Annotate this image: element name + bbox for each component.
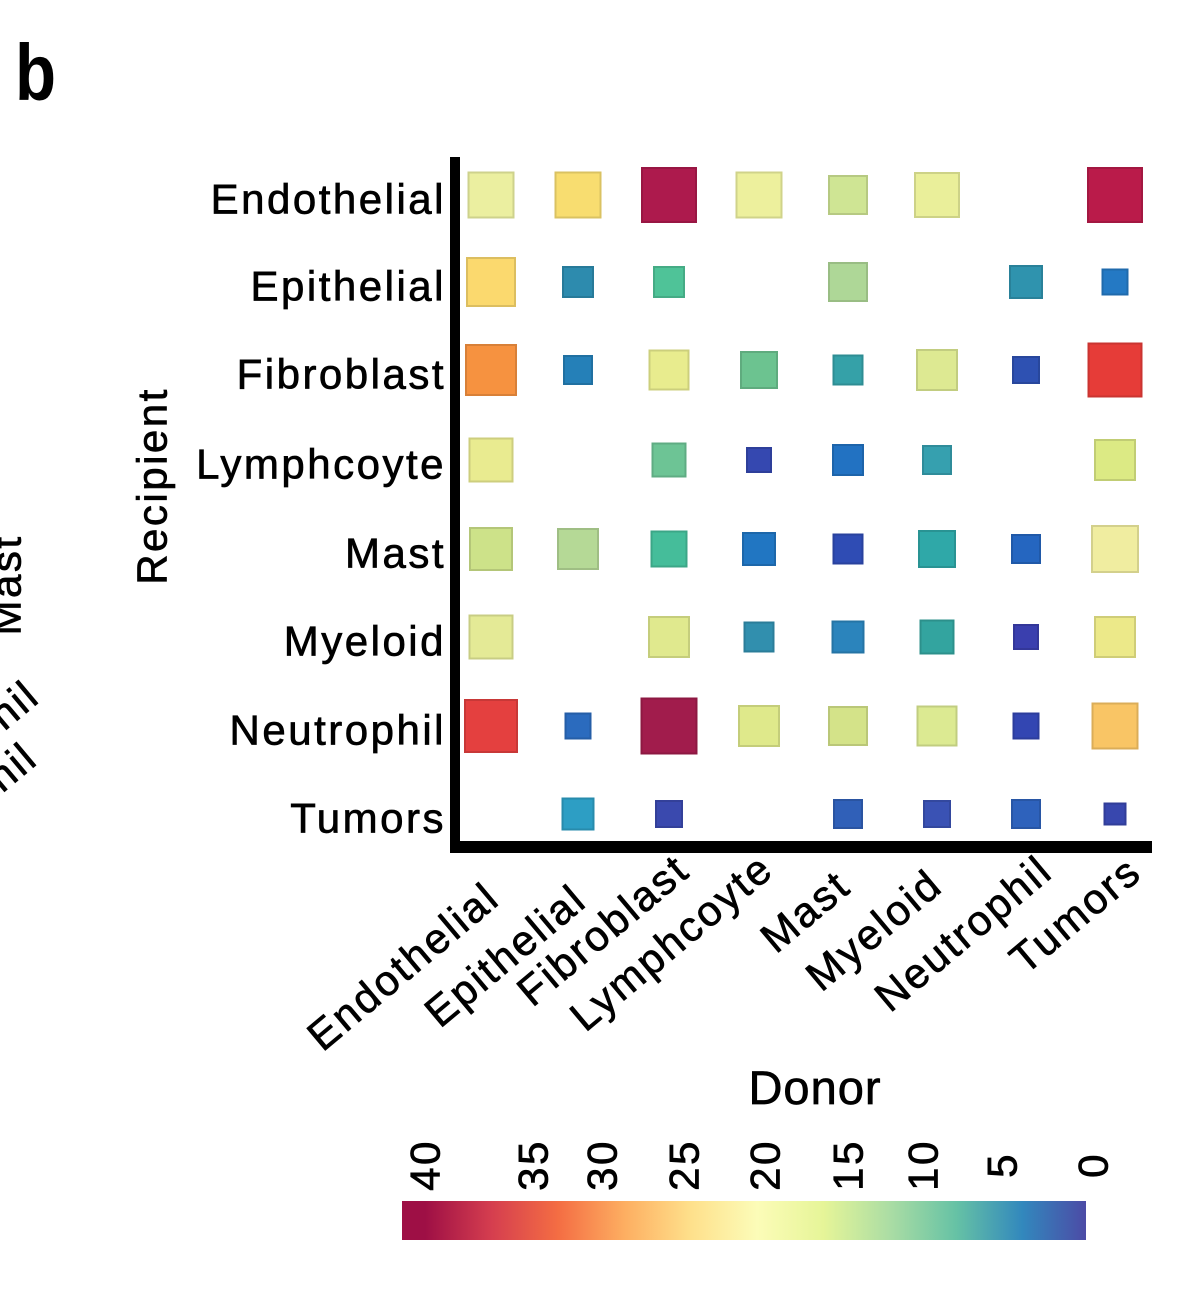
svg-text:40: 40: [402, 1139, 449, 1191]
svg-text:Donor: Donor: [748, 1061, 881, 1114]
svg-text:Lymphcoyte: Lymphcoyte: [196, 441, 446, 488]
svg-text:30: 30: [579, 1139, 626, 1191]
svg-text:Mast: Mast: [345, 530, 446, 577]
svg-text:Endothelial: Endothelial: [211, 176, 446, 223]
svg-text:Myeloid: Myeloid: [284, 618, 446, 665]
svg-text:0: 0: [1070, 1152, 1117, 1178]
svg-text:25: 25: [661, 1139, 708, 1191]
svg-text:Tumors: Tumors: [290, 795, 446, 842]
svg-text:5: 5: [979, 1152, 1026, 1178]
svg-text:15: 15: [825, 1139, 872, 1191]
svg-text:20: 20: [742, 1139, 789, 1191]
svg-text:10: 10: [900, 1139, 947, 1191]
svg-text:Epithelial: Epithelial: [251, 263, 446, 310]
svg-text:Fibroblast: Fibroblast: [237, 351, 446, 398]
svg-text:Recipient: Recipient: [129, 387, 176, 585]
svg-text:35: 35: [510, 1139, 557, 1191]
svg-text:Mast: Mast: [0, 534, 30, 635]
svg-text:Neutrophil: Neutrophil: [230, 707, 446, 754]
svg-text:b: b: [15, 27, 56, 117]
